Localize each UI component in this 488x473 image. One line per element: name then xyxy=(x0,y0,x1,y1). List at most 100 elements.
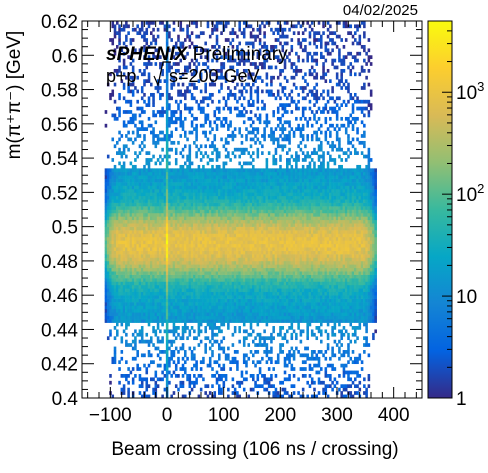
heatmap-cell xyxy=(263,240,266,245)
heatmap-cell xyxy=(143,192,146,197)
heatmap-cell xyxy=(213,110,217,114)
heatmap-cell xyxy=(213,195,217,200)
heatmap-cell xyxy=(231,384,235,389)
heatmap-cell xyxy=(181,236,185,241)
heatmap-cell xyxy=(215,182,219,186)
heatmap-cell xyxy=(168,65,171,70)
heatmap-cell xyxy=(113,209,117,214)
heatmap-cell xyxy=(220,226,223,231)
heatmap-cell xyxy=(143,302,146,306)
heatmap-cell xyxy=(190,250,194,255)
heatmap-cell xyxy=(231,284,235,289)
heatmap-cell xyxy=(197,247,201,251)
heatmap-cell xyxy=(131,247,135,251)
heatmap-cell xyxy=(202,281,205,286)
heatmap-cell xyxy=(145,384,149,389)
heatmap-cell xyxy=(208,185,212,190)
heatmap-cell xyxy=(116,219,119,224)
heatmap-cell xyxy=(186,137,189,142)
heatmap-cell xyxy=(206,137,210,142)
heatmap-cell xyxy=(220,21,223,25)
heatmap-cell xyxy=(120,195,124,200)
heatmap-cell xyxy=(222,209,226,214)
heatmap-cell xyxy=(111,158,115,162)
heatmap-cell xyxy=(177,332,180,337)
heatmap-cell xyxy=(165,34,169,39)
heatmap-cell xyxy=(224,223,228,227)
heatmap-cell xyxy=(118,240,121,245)
heatmap-cell xyxy=(220,250,223,255)
heatmap-cell xyxy=(177,233,180,238)
heatmap-cell xyxy=(227,92,230,97)
heatmap-cell xyxy=(188,298,192,303)
heatmap-cell xyxy=(236,360,239,365)
heatmap-cell xyxy=(204,168,207,173)
heatmap-cell xyxy=(202,295,205,299)
heatmap-cell xyxy=(274,315,278,320)
heatmap-cell xyxy=(218,291,221,296)
heatmap-cell xyxy=(238,168,241,173)
heatmap-cell xyxy=(125,195,128,200)
heatmap-cell xyxy=(179,274,183,279)
heatmap-cell xyxy=(211,171,214,176)
heatmap-cell xyxy=(145,188,149,193)
heatmap-cell xyxy=(242,178,246,183)
heatmap-cell xyxy=(272,226,275,231)
heatmap-cell xyxy=(147,322,151,327)
heatmap-cell xyxy=(147,384,151,389)
heatmap-cell xyxy=(188,202,192,207)
heatmap-cell xyxy=(202,308,205,313)
heatmap-cell xyxy=(120,284,124,289)
heatmap-cell xyxy=(106,212,110,217)
heatmap-cell xyxy=(170,233,173,238)
heatmap-cell xyxy=(159,284,162,289)
heatmap-cell xyxy=(125,271,128,275)
heatmap-cell xyxy=(168,219,171,224)
heatmap-cell xyxy=(177,257,180,262)
heatmap-cell xyxy=(147,188,151,193)
heatmap-cell xyxy=(136,281,139,286)
heatmap-cell xyxy=(242,206,246,210)
heatmap-cell xyxy=(177,374,180,378)
heatmap-cell xyxy=(215,295,219,299)
heatmap-cell xyxy=(113,353,117,358)
heatmap-cell xyxy=(211,199,214,203)
heatmap-cell xyxy=(179,175,183,179)
heatmap-cell xyxy=(150,182,153,186)
heatmap-cell xyxy=(109,188,112,193)
heatmap-cell xyxy=(272,254,275,258)
heatmap-cell xyxy=(199,31,203,36)
heatmap-cell xyxy=(267,243,271,248)
heatmap-cell xyxy=(211,267,214,272)
heatmap-cell xyxy=(118,110,121,114)
heatmap-cell xyxy=(220,298,223,303)
heatmap-cell xyxy=(145,219,149,224)
heatmap-cell xyxy=(245,278,248,282)
heatmap-cell xyxy=(125,171,128,176)
heatmap-cell xyxy=(233,250,237,255)
heatmap-cell xyxy=(265,113,269,118)
heatmap-cell xyxy=(177,284,180,289)
heatmap-cell xyxy=(231,319,235,323)
heatmap-cell xyxy=(122,312,126,317)
heatmap-cell xyxy=(159,298,162,303)
heatmap-cell xyxy=(267,216,271,221)
heatmap-cell xyxy=(138,260,142,265)
heatmap-cell xyxy=(204,343,207,347)
heatmap-cell xyxy=(188,164,192,169)
heatmap-cell xyxy=(174,319,178,323)
heatmap-cell xyxy=(152,195,155,200)
heatmap-cell xyxy=(163,243,167,248)
heatmap-cell xyxy=(172,278,176,282)
heatmap-cell xyxy=(208,195,212,200)
heatmap-cell xyxy=(165,243,169,248)
heatmap-cell xyxy=(125,377,128,382)
heatmap-cell xyxy=(134,339,137,344)
heatmap-cell xyxy=(147,236,151,241)
heatmap-cell xyxy=(202,171,205,176)
heatmap-cell xyxy=(174,281,178,286)
heatmap-cell xyxy=(188,62,192,66)
heatmap-cell xyxy=(184,65,187,70)
heatmap-cell xyxy=(156,195,160,200)
heatmap-cell xyxy=(140,89,144,94)
